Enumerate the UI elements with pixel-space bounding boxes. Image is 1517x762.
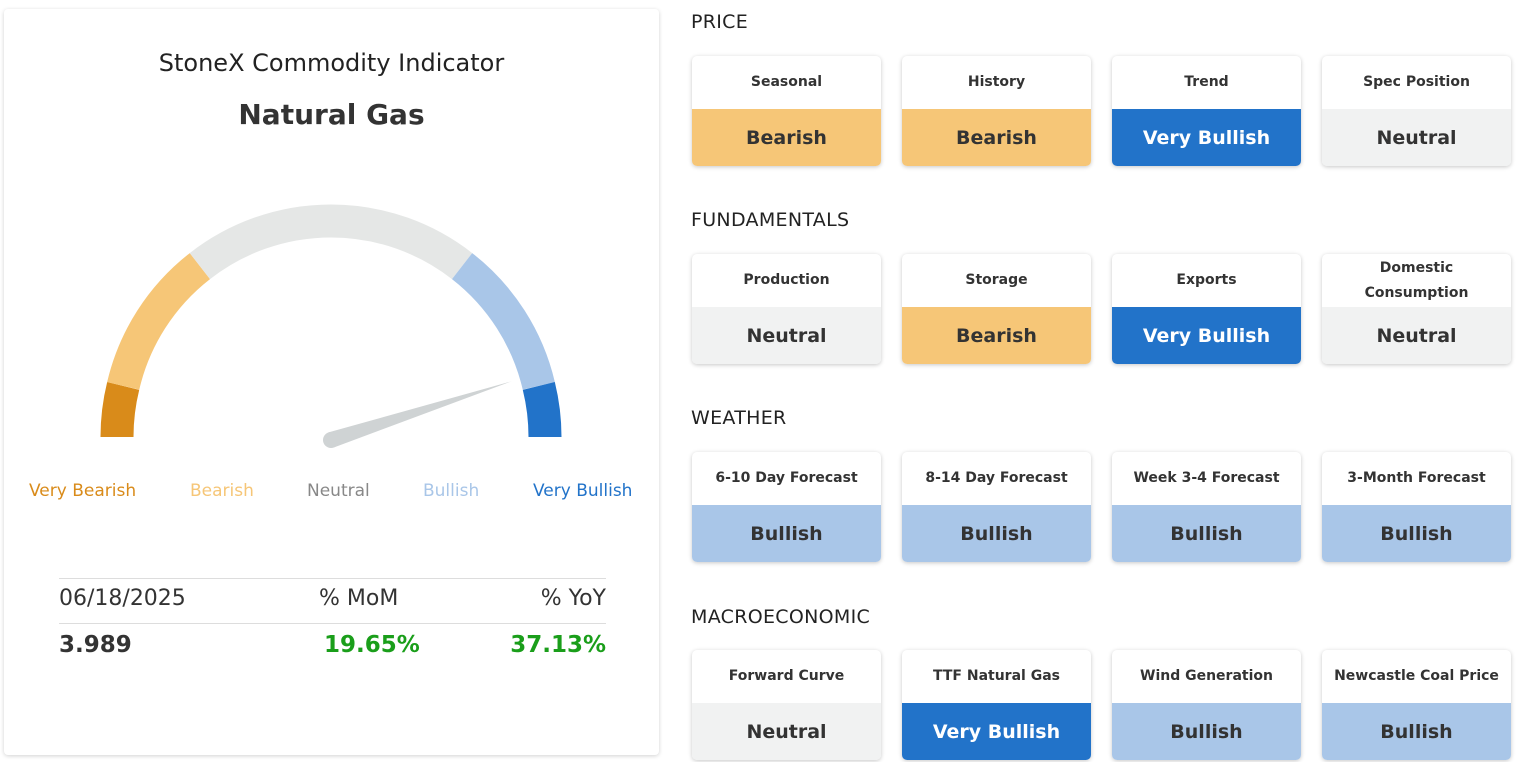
tile-value: Bullish	[1322, 703, 1511, 760]
tile-exports[interactable]: Exports Very Bullish	[1112, 254, 1301, 364]
gauge-segment-neutral	[189, 204, 473, 280]
tile-label: Seasonal	[750, 74, 823, 90]
gauge-label-bullish: Bullish	[423, 481, 480, 501]
tile-production[interactable]: Production Neutral	[692, 254, 881, 364]
stats-header-row: 06/18/2025 % MoM % YoY	[59, 578, 606, 624]
tile-trend[interactable]: Trend Very Bullish	[1112, 56, 1301, 166]
sentiment-gauge	[100, 204, 562, 448]
tile-6-10-day-forecast[interactable]: 6-10 Day Forecast Bullish	[692, 452, 881, 562]
gauge-label-very-bearish: Very Bearish	[29, 481, 137, 501]
tile-value: Very Bullish	[1112, 307, 1301, 364]
tile-value: Bullish	[1322, 505, 1511, 562]
tile-label: Newcastle Coal Price	[1334, 668, 1499, 684]
tile-8-14-day-forecast[interactable]: 8-14 Day Forecast Bullish	[902, 452, 1091, 562]
tile-label: Wind Generation	[1140, 668, 1273, 684]
tile-value: Neutral	[692, 703, 881, 760]
tile-seasonal[interactable]: Seasonal Bearish	[692, 56, 881, 166]
tile-value: Bearish	[902, 307, 1091, 364]
tile-label: Week 3-4 Forecast	[1133, 470, 1280, 486]
tile-label: TTF Natural Gas	[933, 668, 1060, 684]
tile-label: Exports	[1176, 272, 1237, 288]
tile-label: 8-14 Day Forecast	[925, 470, 1068, 486]
gauge-segment-very-bullish	[522, 381, 562, 438]
section-title-fundamentals: FUNDAMENTALS	[691, 209, 850, 231]
gauge-label-very-bullish: Very Bullish	[533, 481, 633, 501]
tile-week-3-4-forecast[interactable]: Week 3-4 Forecast Bullish	[1112, 452, 1301, 562]
section-title-price: PRICE	[691, 11, 749, 33]
tile-value: Very Bullish	[902, 703, 1091, 760]
gauge-segment-bullish	[451, 253, 555, 390]
stats-mom-label: % MoM	[319, 586, 399, 611]
tile-label: 3-Month Forecast	[1347, 470, 1486, 486]
tile-value: Bearish	[692, 109, 881, 166]
tile-value: Neutral	[1322, 109, 1511, 166]
tile-label: Production	[743, 272, 830, 288]
tile-storage[interactable]: Storage Bearish	[902, 254, 1091, 364]
tile-value: Neutral	[692, 307, 881, 364]
tile-spec-position[interactable]: Spec Position Neutral	[1322, 56, 1511, 166]
tile-label: Forward Curve	[728, 668, 845, 684]
stats-price: 3.989	[59, 632, 132, 658]
tile-label: Storage	[965, 272, 1028, 288]
tile-value: Neutral	[1322, 307, 1511, 364]
stats-values-row: 3.989 19.65% 37.13%	[59, 624, 606, 668]
tile-label: Spec Position	[1363, 74, 1470, 90]
tile-label: Domestic Consumption	[1364, 259, 1469, 301]
section-title-weather: WEATHER	[691, 407, 787, 429]
tile-value: Very Bullish	[1112, 109, 1301, 166]
gauge-label-neutral: Neutral	[307, 481, 370, 501]
commodity-name: Natural Gas	[238, 98, 425, 131]
tile-wind-generation[interactable]: Wind Generation Bullish	[1112, 650, 1301, 760]
stats-yoy-label: % YoY	[540, 586, 606, 611]
tile-newcastle-coal-price[interactable]: Newcastle Coal Price Bullish	[1322, 650, 1511, 760]
tile-value: Bullish	[902, 505, 1091, 562]
tile-label: Trend	[1184, 74, 1229, 90]
gauge-segment-very-bearish	[100, 381, 140, 438]
tile-history[interactable]: History Bearish	[902, 56, 1091, 166]
tile-label: History	[967, 74, 1026, 90]
stats-yoy-value: 37.13%	[510, 632, 606, 658]
tile-label: 6-10 Day Forecast	[715, 470, 858, 486]
price-stats: 06/18/2025 % MoM % YoY 3.989 19.65% 37.1…	[59, 578, 606, 668]
section-title-macroeconomic: MACROECONOMIC	[691, 606, 871, 628]
gauge-segment-bearish	[107, 253, 211, 390]
tile-domestic-consumption[interactable]: Domestic Consumption Neutral	[1322, 254, 1511, 364]
card-title: StoneX Commodity Indicator	[158, 49, 505, 77]
tile-value: Bullish	[1112, 703, 1301, 760]
indicator-card: StoneX Commodity Indicator Natural Gas V…	[4, 9, 659, 755]
tile-forward-curve[interactable]: Forward Curve Neutral	[692, 650, 881, 760]
tile-ttf-natural-gas[interactable]: TTF Natural Gas Very Bullish	[902, 650, 1091, 760]
gauge-needle	[323, 381, 512, 448]
stats-date: 06/18/2025	[59, 586, 186, 611]
tile-value: Bullish	[1112, 505, 1301, 562]
tile-3-month-forecast[interactable]: 3-Month Forecast Bullish	[1322, 452, 1511, 562]
gauge-label-bearish: Bearish	[190, 481, 254, 501]
tile-value: Bullish	[692, 505, 881, 562]
stats-mom-value: 19.65%	[324, 632, 420, 658]
tile-value: Bearish	[902, 109, 1091, 166]
